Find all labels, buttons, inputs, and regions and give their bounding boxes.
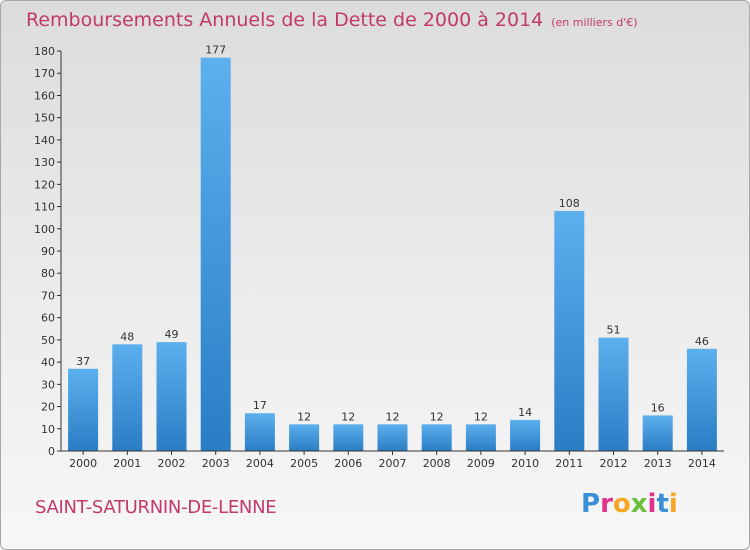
bar-2006 <box>333 424 364 451</box>
x-tick-label: 2010 <box>511 457 539 470</box>
x-tick-label: 2007 <box>379 457 407 470</box>
chart-title: Remboursements Annuels de la Dette de 20… <box>26 9 544 31</box>
bar-value-label: 16 <box>651 401 665 414</box>
x-axis: 2000 2001 2002 2003 2004 2005 2006 2007 2008 2009… <box>61 450 724 470</box>
y-tick-label: 150 <box>34 112 55 125</box>
bar-value-label: 46 <box>695 335 709 348</box>
x-tick-label: 2001 <box>113 457 141 470</box>
y-tick-label: 70 <box>41 289 55 302</box>
bar-value-label: 37 <box>76 355 90 368</box>
bar-2008 <box>421 424 452 451</box>
bar-value-label: 14 <box>518 406 532 419</box>
y-tick-label: 80 <box>41 267 55 280</box>
y-tick-label: 140 <box>34 134 55 147</box>
y-tick-label: 110 <box>34 201 55 214</box>
bar-2002 <box>156 342 187 451</box>
bar-2000 <box>68 368 99 451</box>
y-tick-label: 10 <box>41 423 55 436</box>
chart-unit-note: (en milliers d'€) <box>551 16 638 29</box>
logo-letter: i <box>647 489 657 519</box>
x-tick-label: 2009 <box>467 457 495 470</box>
bar-value-label: 51 <box>607 324 621 337</box>
bar-2014 <box>686 348 717 451</box>
commune-name: SAINT-SATURNIN-DE-LENNE <box>35 497 277 518</box>
bar-2011 <box>554 211 585 451</box>
logo-letter: o <box>612 489 631 519</box>
logo-letter: x <box>630 489 648 519</box>
bar-2012 <box>598 337 629 451</box>
y-tick-label: 40 <box>41 356 55 369</box>
y-tick-label: 120 <box>34 178 55 191</box>
x-tick-label: 2011 <box>555 457 583 470</box>
bars: 37 48 49 177 17 12 12 12 12 12 14 108 51 16 46 <box>68 44 717 452</box>
bar-value-label: 12 <box>386 410 400 423</box>
x-tick-label: 2004 <box>246 457 274 470</box>
y-tick-label: 180 <box>34 45 55 58</box>
bar-2007 <box>377 424 408 451</box>
y-tick-label: 170 <box>34 67 55 80</box>
x-tick-label: 2013 <box>644 457 672 470</box>
bar-value-label: 108 <box>559 197 580 210</box>
bar-2010 <box>510 419 541 451</box>
y-tick-label: 90 <box>41 245 55 258</box>
bar-value-label: 17 <box>253 399 267 412</box>
x-tick-label: 2006 <box>334 457 362 470</box>
y-tick-label: 160 <box>34 89 55 102</box>
y-tick-label: 50 <box>41 334 55 347</box>
bar-2001 <box>112 344 143 451</box>
logo-letter: t <box>656 489 669 519</box>
y-axis: 0 10 20 30 40 50 60 70 80 90 100 110 120 130 140 150 160… <box>34 45 62 458</box>
logo-letter: P <box>581 489 601 519</box>
bar-2004 <box>244 413 275 451</box>
x-tick-label: 2003 <box>202 457 230 470</box>
x-tick-label: 2008 <box>423 457 451 470</box>
y-tick-label: 130 <box>34 156 55 169</box>
logo-letter: r <box>600 489 613 519</box>
bar-value-label: 177 <box>205 44 226 57</box>
bar-value-label: 12 <box>430 410 444 423</box>
y-tick-label: 30 <box>41 378 55 391</box>
bar-2009 <box>465 424 496 451</box>
y-tick-label: 60 <box>41 312 55 325</box>
chart-header: Remboursements Annuels de la Dette de 20… <box>26 9 638 31</box>
bar-2005 <box>289 424 320 451</box>
bar-value-label: 12 <box>297 410 311 423</box>
y-tick-label: 20 <box>41 401 55 414</box>
bar-value-label: 12 <box>474 410 488 423</box>
bar-2003 <box>200 57 231 452</box>
x-tick-label: 2002 <box>158 457 186 470</box>
y-tick-label: 0 <box>48 445 55 458</box>
bar-2013 <box>642 415 673 451</box>
x-tick-label: 2012 <box>600 457 628 470</box>
logo-letter: i <box>668 489 678 519</box>
x-tick-label: 2000 <box>69 457 97 470</box>
x-tick-label: 2014 <box>688 457 716 470</box>
y-tick-label: 100 <box>34 223 55 236</box>
bar-value-label: 48 <box>120 330 134 343</box>
proxiti-logo: Proxiti <box>581 489 678 519</box>
bar-value-label: 49 <box>165 328 179 341</box>
x-tick-label: 2005 <box>290 457 318 470</box>
bar-value-label: 12 <box>341 410 355 423</box>
